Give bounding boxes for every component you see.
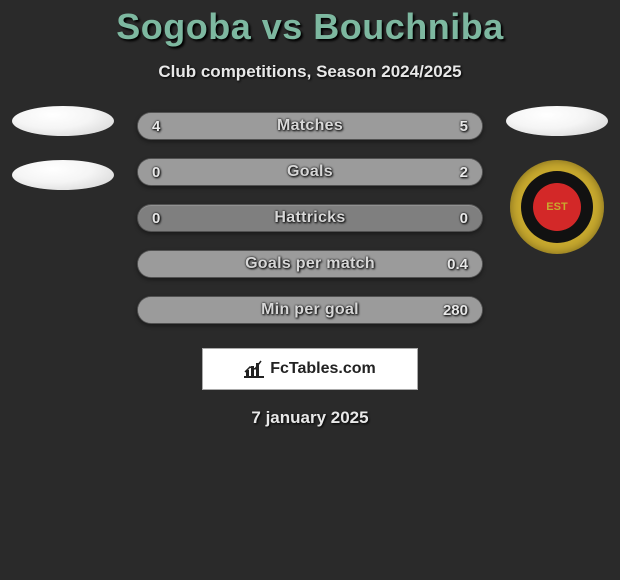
stat-bar-value-right: 0 — [460, 205, 468, 231]
stat-bar-value-left: 0 — [152, 205, 160, 231]
stat-bar-value-right: 5 — [460, 113, 468, 139]
brand-text: FcTables.com — [270, 360, 376, 378]
stat-bar-value-right: 0.4 — [447, 251, 468, 277]
brand-box[interactable]: FcTables.com — [202, 348, 418, 390]
stat-bars: Matches45Goals02Hattricks00Goals per mat… — [137, 112, 483, 324]
stat-bar: Matches4 5 — [137, 112, 483, 140]
stat-bar-label: Hattricks — [138, 205, 482, 231]
stat-bar: Min per goal280 — [137, 296, 483, 324]
comparison-body: EST Matches45Goals02Hattricks00Goals per… — [0, 112, 620, 324]
stat-bar: Goals per match0.4 — [137, 250, 483, 278]
comparison-card: Sogoba vs Bouchniba Club competitions, S… — [0, 0, 620, 580]
club-crest-ring: EST — [521, 171, 593, 243]
bar-chart-icon — [244, 360, 264, 378]
right-player-badges: EST — [502, 106, 612, 254]
stat-bar-value-right: 280 — [443, 297, 468, 323]
stat-bar-value-left: 0 — [152, 159, 160, 185]
club-crest-core: EST — [533, 183, 581, 231]
page-title: Sogoba vs Bouchniba — [0, 6, 620, 48]
stat-bar: Goals0 2 — [137, 158, 483, 186]
left-player-badges — [8, 106, 118, 190]
stat-bar-value-left: 4 — [152, 113, 160, 139]
placeholder-badge-icon — [506, 106, 608, 136]
club-crest-icon: EST — [510, 160, 604, 254]
stat-bar-value-right: 2 — [460, 159, 468, 185]
placeholder-badge-icon — [12, 106, 114, 136]
snapshot-date: 7 january 2025 — [0, 408, 620, 428]
stat-bar-label: Goals per match — [138, 251, 482, 277]
stat-bar: Hattricks0 0 — [137, 204, 483, 232]
page-subtitle: Club competitions, Season 2024/2025 — [0, 62, 620, 82]
stat-bar-label: Matches — [138, 113, 482, 139]
placeholder-badge-icon — [12, 160, 114, 190]
stat-bar-label: Goals — [138, 159, 482, 185]
stat-bar-label: Min per goal — [138, 297, 482, 323]
